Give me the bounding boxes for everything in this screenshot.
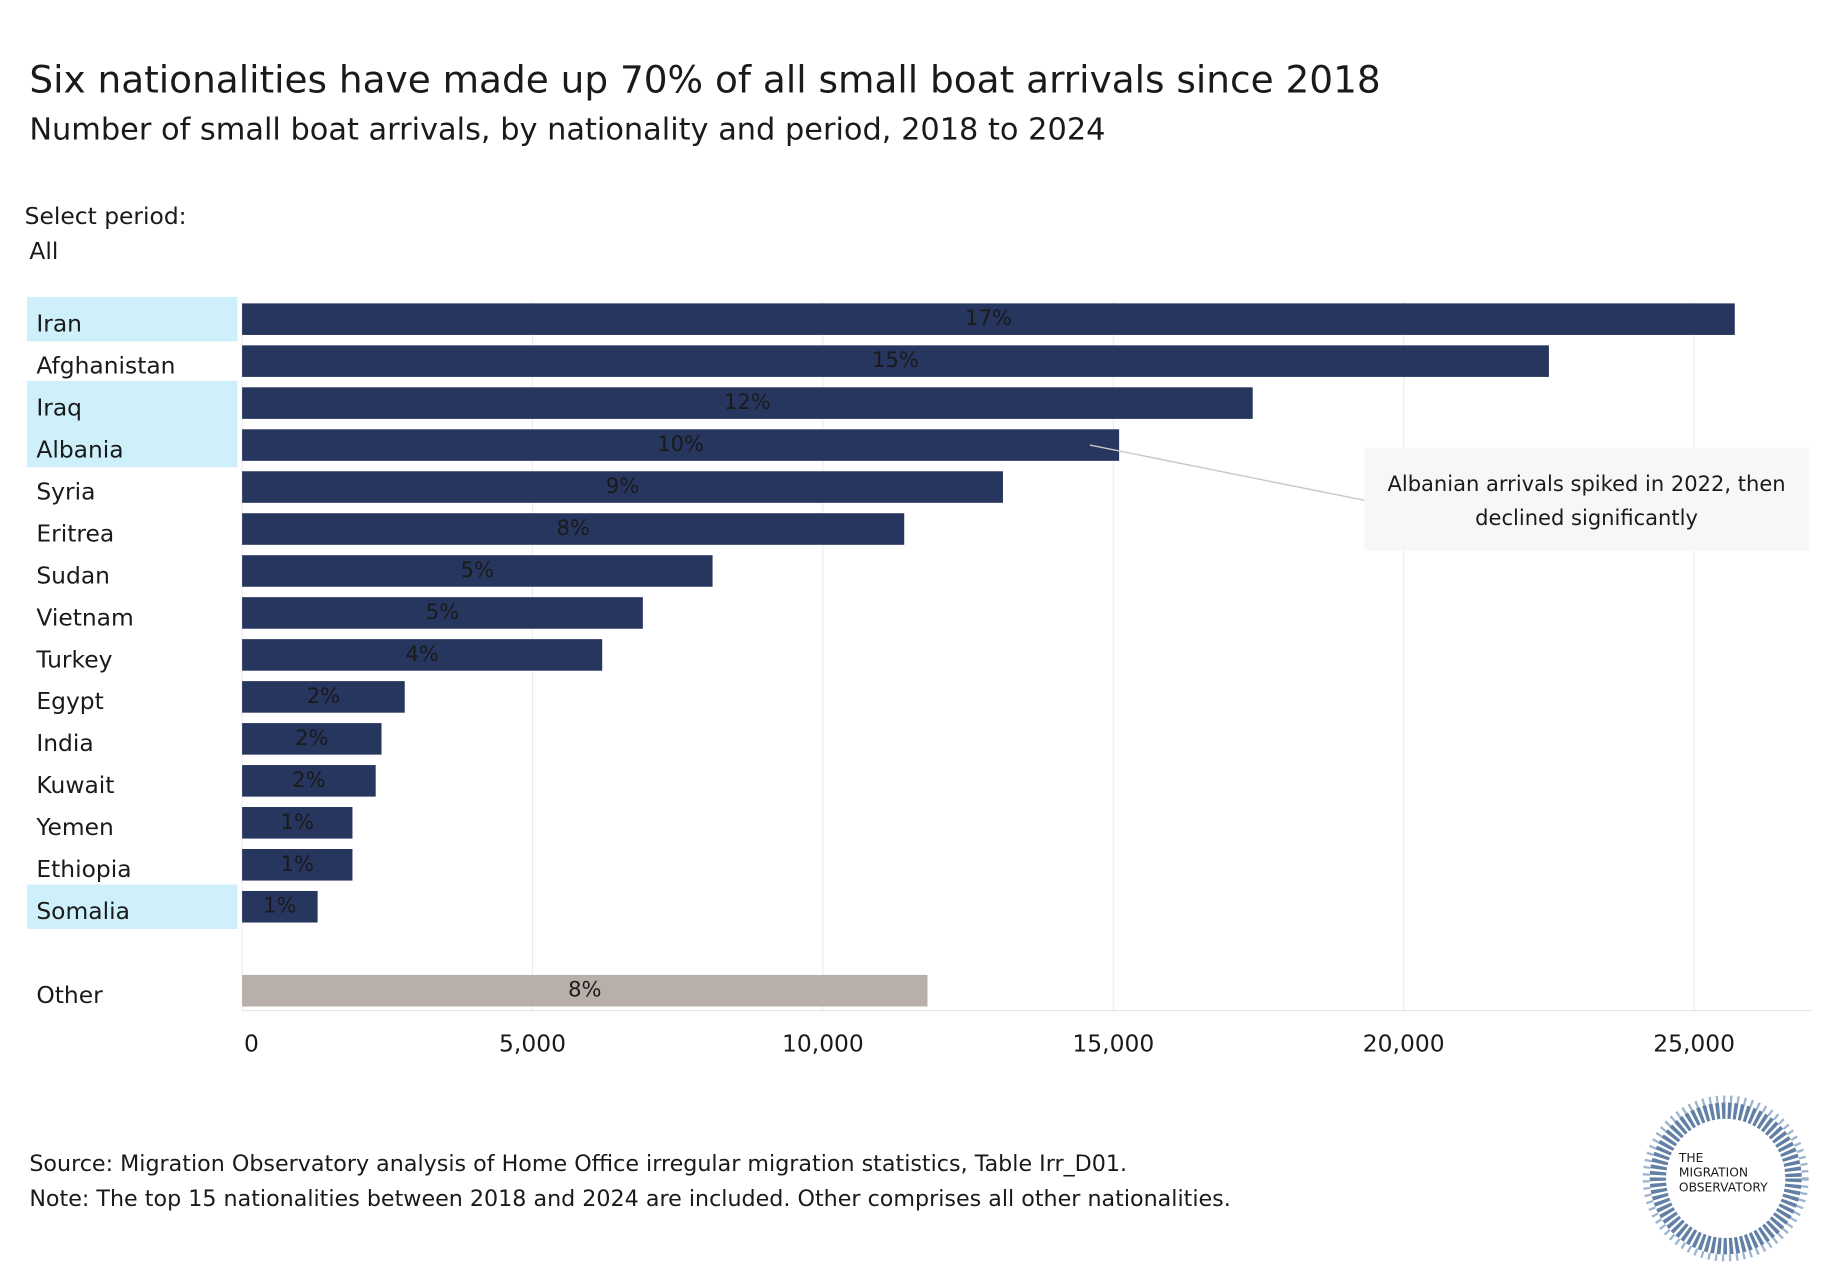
- bar-label: 1%: [263, 893, 296, 918]
- logo-text: MIGRATION: [1679, 1166, 1748, 1180]
- bar: [242, 848, 353, 881]
- y-tick-label: Ethiopia: [36, 855, 131, 883]
- y-tick-label: Yemen: [35, 813, 114, 841]
- row-highlight: [26, 380, 238, 426]
- y-tick-label: Egypt: [36, 687, 103, 715]
- row-highlight: [26, 296, 238, 342]
- bar-label: 17%: [965, 305, 1012, 330]
- filter-dropdown[interactable]: All: [29, 237, 58, 265]
- bar: [242, 807, 353, 839]
- y-tick-label: Iran: [36, 310, 82, 338]
- logo-text: OBSERVATORY: [1679, 1180, 1768, 1194]
- bar: [242, 974, 928, 1007]
- y-tick-label: Kuwait: [36, 771, 114, 799]
- x-tick-label: 0: [244, 1030, 259, 1058]
- bar: [242, 723, 382, 755]
- bar-label: 2%: [307, 683, 340, 708]
- y-tick-label: Syria: [36, 477, 95, 505]
- bar: [242, 555, 713, 587]
- y-tick-label: Eritrea: [36, 519, 114, 547]
- source: Source: Migration Observatory analysis o…: [29, 1151, 1127, 1177]
- bar-label: 10%: [657, 431, 704, 456]
- bar: [242, 681, 405, 713]
- filter-label: Select period:: [25, 202, 187, 230]
- bar-label: 15%: [872, 347, 919, 372]
- y-tick-label: Afghanistan: [36, 351, 175, 379]
- bar: [242, 429, 1120, 461]
- bar-label: 4%: [405, 641, 438, 666]
- bar: [242, 513, 905, 545]
- y-tick-label: Other: [36, 981, 103, 1009]
- y-tick-label: India: [36, 729, 93, 757]
- annotation-line: [1089, 444, 1365, 502]
- bar: [242, 345, 1549, 377]
- note: Note: The top 15 nationalities between 2…: [29, 1186, 1230, 1212]
- row-highlight: [26, 422, 238, 468]
- bar-label: 5%: [426, 599, 459, 624]
- y-tick-label: Iraq: [36, 393, 82, 421]
- x-tick-label: 15,000: [1072, 1030, 1154, 1058]
- bar-label: 1%: [281, 809, 314, 834]
- bar-label: 2%: [295, 725, 328, 750]
- logo-ring: [1649, 1102, 1802, 1255]
- bar-label: 5%: [461, 557, 494, 582]
- logo-ring-outer: [1642, 1095, 1809, 1262]
- logo-text: THE: [1678, 1151, 1703, 1165]
- y-tick-label: Sudan: [36, 561, 110, 589]
- bar: [242, 471, 1003, 503]
- bar-label: 8%: [568, 977, 601, 1002]
- bar: [242, 639, 603, 671]
- bar: [242, 597, 643, 629]
- y-tick-label: Albania: [36, 435, 123, 463]
- x-tick-label: 20,000: [1363, 1030, 1445, 1058]
- y-tick-label: Somalia: [36, 897, 130, 925]
- y-tick-label: Turkey: [35, 645, 112, 673]
- bar: [242, 890, 318, 923]
- annotation-text: Albanian arrivals spiked in 2022, then: [1387, 471, 1785, 496]
- x-tick-label: 5,000: [499, 1030, 566, 1058]
- annotation-text: declined significantly: [1475, 505, 1698, 530]
- bar-label: 2%: [292, 767, 325, 792]
- bar-label: 1%: [281, 851, 314, 876]
- annotation-box: [1364, 447, 1809, 551]
- y-tick-label: Vietnam: [36, 603, 133, 631]
- x-tick-label: 25,000: [1653, 1030, 1735, 1058]
- bar-label: 8%: [556, 515, 589, 540]
- chart-subtitle: Number of small boat arrivals, by nation…: [29, 112, 1105, 147]
- bar: [242, 303, 1735, 335]
- x-tick-label: 10,000: [782, 1030, 864, 1058]
- bar-label: 9%: [606, 473, 639, 498]
- row-highlight: [26, 884, 238, 929]
- bar: [242, 765, 376, 797]
- bar-label: 12%: [724, 389, 771, 414]
- bar: [242, 387, 1253, 419]
- chart-title: Six nationalities have made up 70% of al…: [29, 57, 1380, 101]
